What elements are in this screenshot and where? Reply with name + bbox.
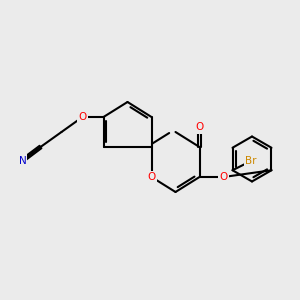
Text: O: O [78,112,87,122]
Text: O: O [195,122,204,133]
Text: Br: Br [245,156,256,166]
Text: N: N [19,155,26,166]
Text: O: O [219,172,228,182]
Text: O: O [147,172,156,182]
